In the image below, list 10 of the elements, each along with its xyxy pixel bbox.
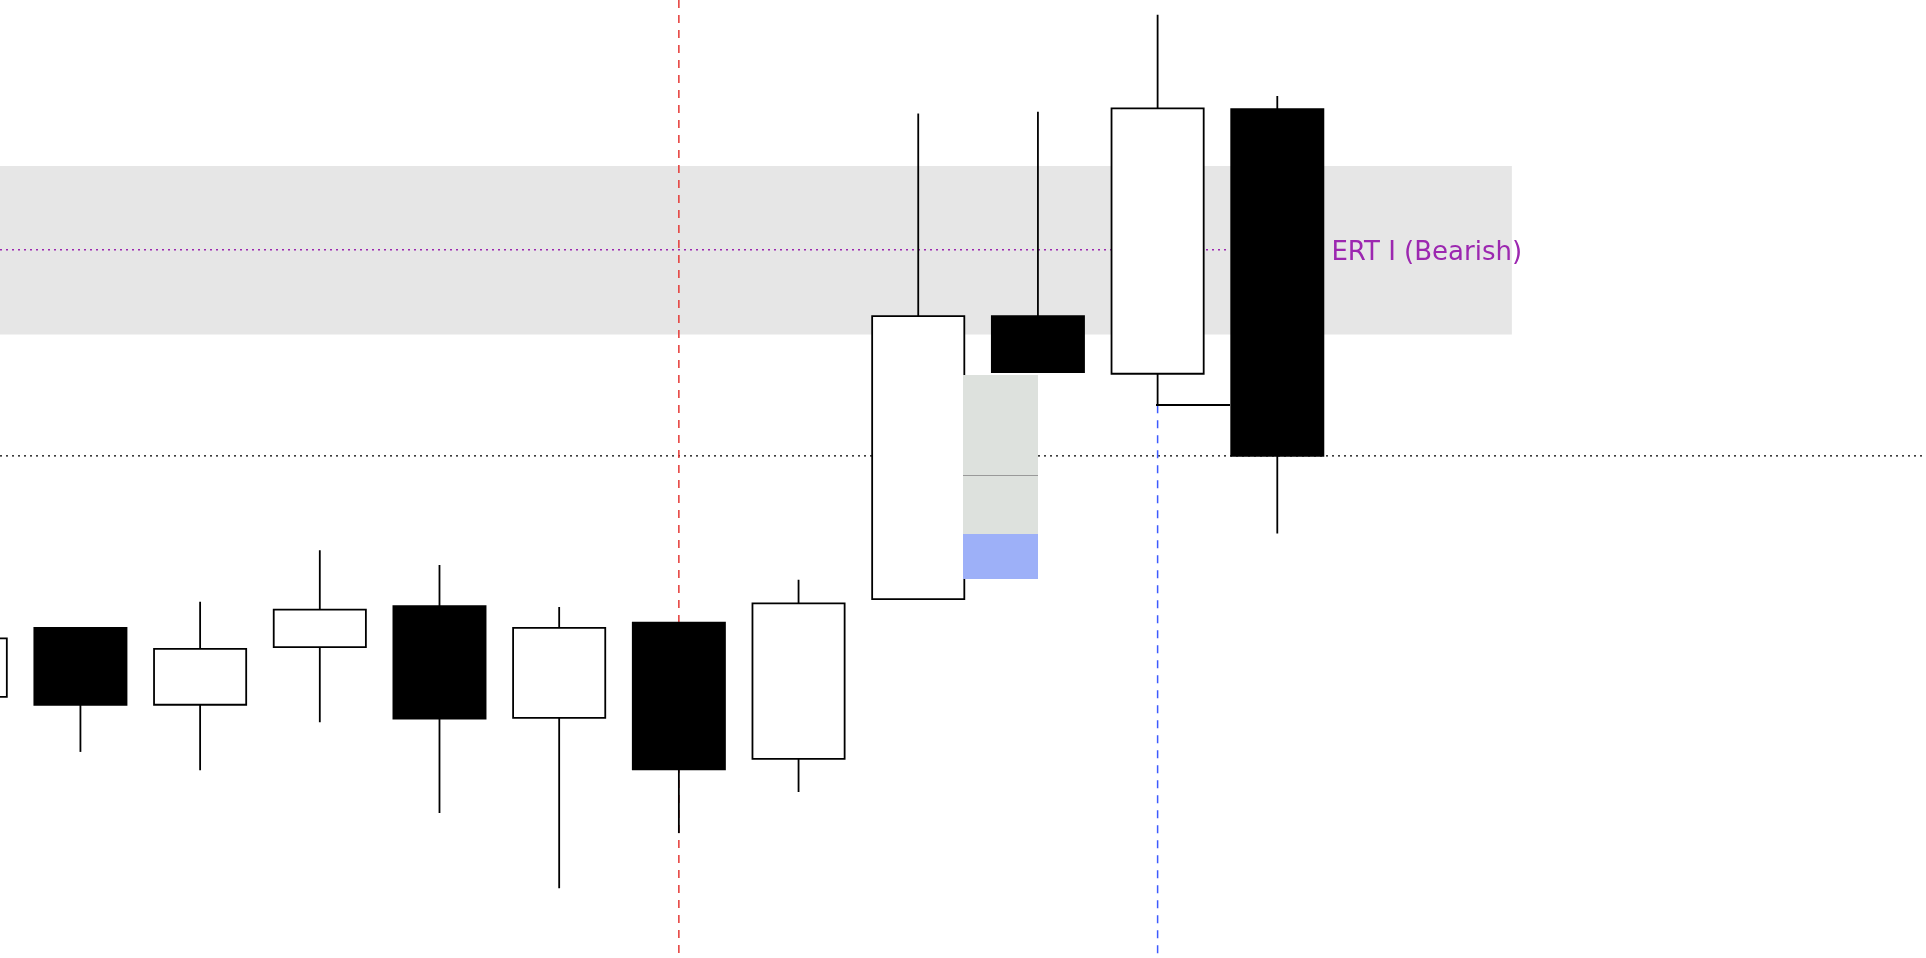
candlestick xyxy=(512,606,607,890)
candlestick xyxy=(751,578,846,793)
candlestick xyxy=(272,549,367,724)
candlestick xyxy=(631,621,726,835)
candlestick xyxy=(990,110,1085,373)
candlestick xyxy=(153,600,248,772)
ref-line-label: ERT I (Bearish) xyxy=(1331,235,1523,266)
candlestick xyxy=(1230,95,1325,535)
candlestick xyxy=(33,627,128,753)
candlestick xyxy=(392,564,487,814)
